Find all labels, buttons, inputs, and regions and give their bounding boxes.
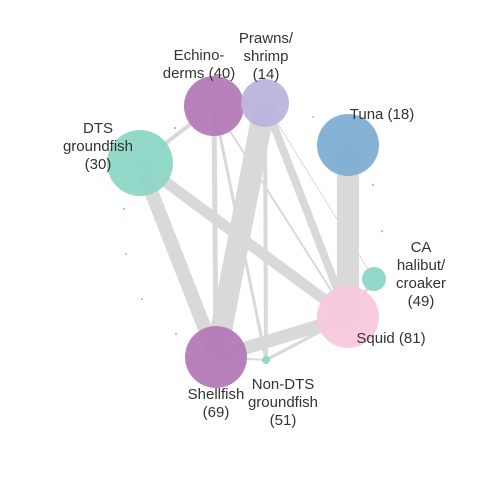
prawns-shrimp-node bbox=[241, 79, 289, 127]
label-line: shrimp bbox=[243, 48, 288, 65]
squid-label: Squid (81) bbox=[356, 330, 425, 347]
label-line: halibut/ bbox=[397, 257, 446, 274]
label-line: DTS bbox=[83, 120, 113, 137]
stray-dot bbox=[312, 116, 314, 118]
dts-groundfish-node bbox=[107, 130, 173, 196]
stray-dot bbox=[372, 184, 374, 186]
label-line: (69) bbox=[203, 404, 230, 421]
prawns-shrimp-label: Prawns/shrimp (14) bbox=[239, 30, 294, 83]
label-line: groundfish bbox=[248, 394, 318, 411]
non-dts-groundfish-node bbox=[262, 356, 270, 364]
label-line: groundfish bbox=[63, 138, 133, 155]
ca-halibut-croaker-node bbox=[362, 267, 386, 291]
stray-dot bbox=[175, 333, 177, 335]
label-line: derms (40) bbox=[163, 65, 236, 82]
labels-layer: Echino-derms (40)Prawns/shrimp (14)Tuna (… bbox=[63, 30, 446, 429]
tuna-node bbox=[317, 114, 379, 176]
echinoderms-label: Echino-derms (40) bbox=[163, 47, 236, 82]
squid-node bbox=[317, 286, 379, 348]
shellfish-label: Shellfish (69) bbox=[188, 386, 245, 421]
stray-dot bbox=[174, 127, 176, 129]
label-line: Squid (81) bbox=[356, 330, 425, 347]
edge-echinoderms-shellfish bbox=[211, 105, 219, 358]
label-line: Prawns/ bbox=[239, 30, 294, 47]
label-line: (30) bbox=[85, 156, 112, 173]
label-line: (49) bbox=[408, 293, 435, 310]
nodes-layer bbox=[107, 76, 386, 388]
label-line: (51) bbox=[270, 412, 297, 429]
ca-halibut-croaker-label: CA halibut/croaker (49) bbox=[396, 239, 446, 310]
edge-echinoderms-squid bbox=[213, 105, 349, 318]
label-line: Non-DTS bbox=[252, 376, 315, 393]
edge-echinoderms-nondts bbox=[212, 105, 268, 361]
edge-prawns-cahalibut bbox=[264, 102, 375, 280]
edge-dts-shellfish bbox=[133, 160, 223, 360]
edge-dts-squid bbox=[136, 158, 352, 322]
edge-prawns-nondts bbox=[263, 102, 268, 361]
shellfish-node bbox=[185, 326, 247, 388]
stray-dot bbox=[381, 230, 383, 232]
echinoderms-node bbox=[184, 76, 244, 136]
stray-dot bbox=[141, 298, 143, 300]
non-dts-groundfish-label: Non-DTS groundfish (51) bbox=[248, 376, 318, 429]
edge-prawns-squid bbox=[261, 101, 352, 319]
stray-dot bbox=[123, 208, 125, 210]
label-line: Echino- bbox=[174, 47, 225, 64]
stray-dot bbox=[125, 253, 127, 255]
decorative-dots bbox=[123, 116, 383, 335]
dts-groundfish-label: DTS groundfish (30) bbox=[63, 120, 133, 173]
label-line: (14) bbox=[253, 66, 280, 83]
label-line: Tuna (18) bbox=[350, 106, 414, 123]
tuna-label: Tuna (18) bbox=[350, 106, 414, 123]
label-line: Shellfish bbox=[188, 386, 245, 403]
label-line: croaker bbox=[396, 275, 446, 292]
label-line: CA bbox=[411, 239, 432, 256]
